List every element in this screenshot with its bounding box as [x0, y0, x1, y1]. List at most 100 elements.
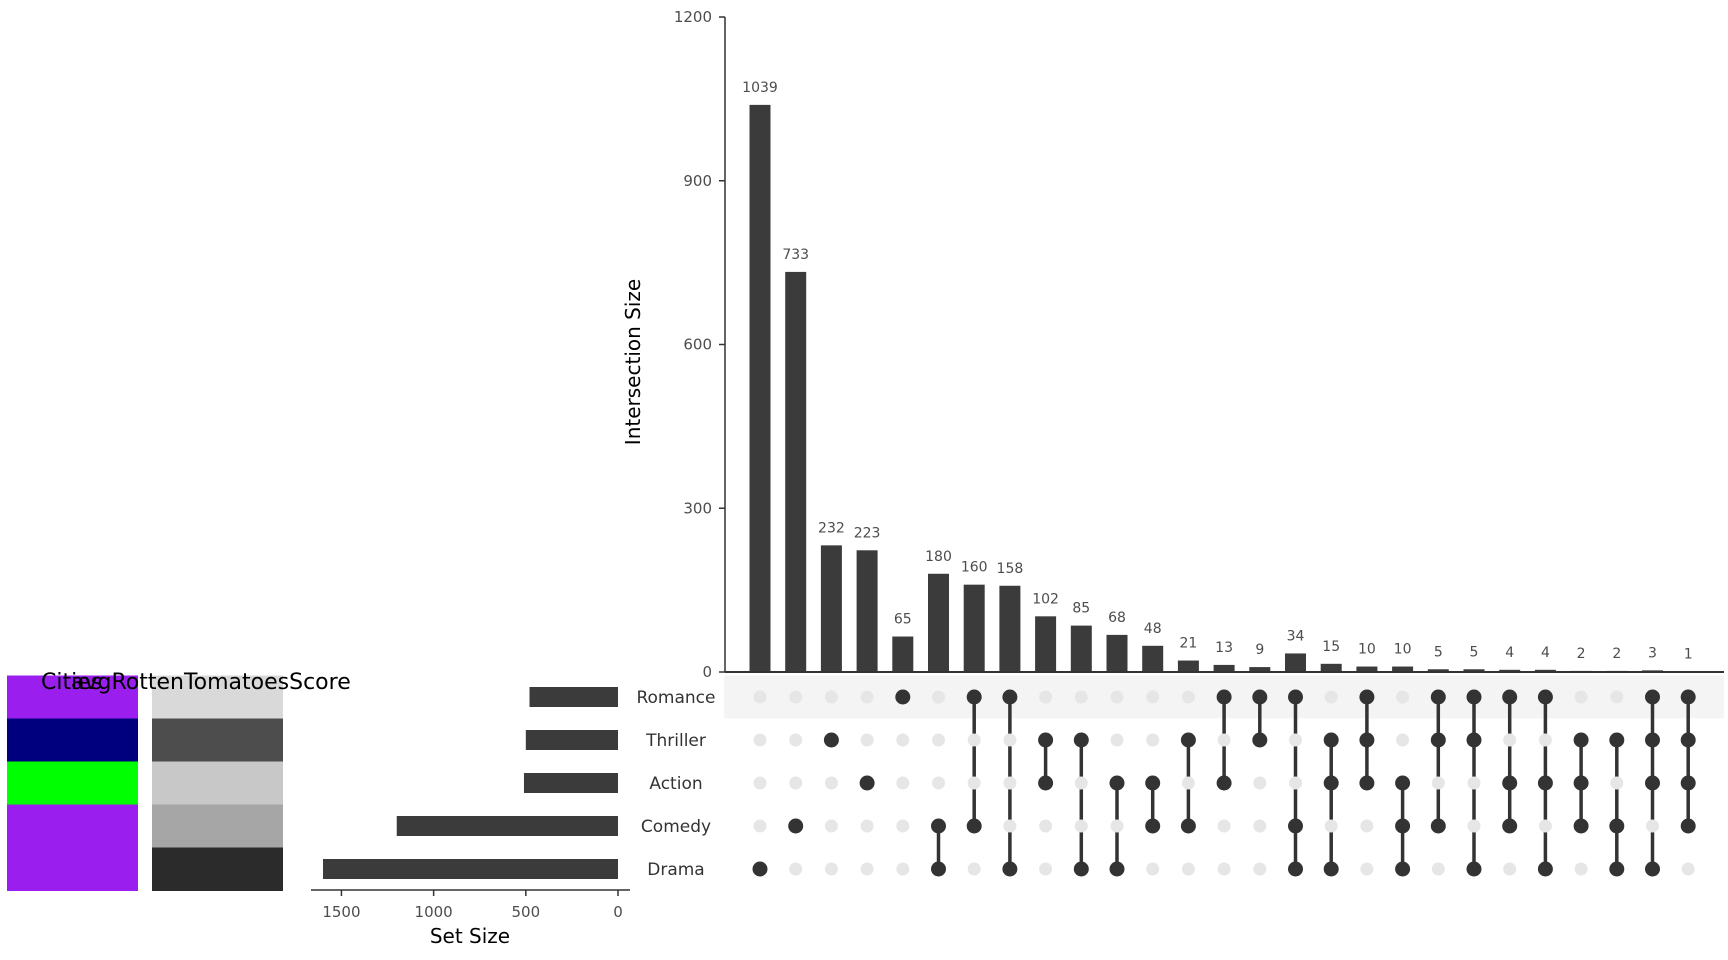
metadata-columns — [7, 675, 283, 891]
matrix-dot-2-action — [789, 776, 803, 790]
matrix-dot-5-thriller — [896, 733, 910, 747]
matrix-dot-2-comedy — [788, 818, 804, 834]
meta-cell-avgrottentomatoesscore-comedy — [152, 804, 283, 848]
intersection-bar-label-1: 1039 — [742, 80, 778, 96]
matrix-dot-21-drama — [1466, 861, 1482, 877]
intersection-bar-6 — [928, 573, 949, 672]
matrix-dot-3-comedy — [824, 819, 838, 833]
intersection-bar-label-21: 5 — [1470, 644, 1479, 660]
intersection-bar-15 — [1249, 667, 1271, 672]
intersection-bar-14 — [1213, 664, 1235, 672]
matrix-dot-4-drama — [860, 862, 874, 876]
matrix-dot-20-action — [1431, 776, 1445, 790]
matrix-dot-10-drama — [1073, 861, 1089, 877]
matrix-dot-11-thriller — [1110, 733, 1124, 747]
intersection-y-axis: 0 300 600 900 1200 — [674, 8, 1724, 681]
matrix-dot-26-action — [1645, 775, 1660, 791]
intersection-bar-4 — [856, 550, 878, 672]
matrix-dot-25-romance — [1610, 690, 1624, 704]
matrix-dot-8-comedy — [1003, 819, 1017, 833]
matrix-dot-2-drama — [789, 862, 803, 876]
intersection-bar-label-3: 232 — [818, 520, 845, 536]
y-tick-label-1200: 1200 — [674, 8, 712, 26]
intersection-bar-23 — [1534, 669, 1556, 672]
matrix-dot-1-comedy — [753, 819, 767, 833]
matrix-dot-25-drama — [1609, 861, 1625, 877]
matrix-dot-18-romance — [1359, 689, 1375, 705]
meta-cell-avgrottentomatoesscore-romance — [152, 675, 283, 719]
intersection-bar-label-14: 13 — [1215, 640, 1233, 656]
matrix-dot-14-drama — [1217, 862, 1231, 876]
matrix-dot-27-action — [1680, 775, 1696, 791]
matrix-dot-12-comedy — [1145, 818, 1161, 834]
matrix-dot-27-thriller — [1680, 732, 1696, 748]
matrix-dot-6-comedy — [931, 818, 946, 834]
matrix-dot-13-thriller — [1180, 732, 1196, 748]
matrix-dot-17-comedy — [1324, 819, 1338, 833]
intersection-bar-22 — [1499, 669, 1521, 672]
intersection-bar-label-23: 4 — [1541, 645, 1550, 661]
matrix-dot-12-thriller — [1146, 733, 1160, 747]
matrix-dot-4-action — [859, 775, 875, 791]
intersection-bar-label-18: 10 — [1358, 642, 1376, 658]
set-size-bar-drama — [323, 859, 618, 879]
matrix-dot-8-romance — [1002, 689, 1018, 705]
matrix-dot-27-romance — [1680, 689, 1696, 705]
matrix-dot-18-action — [1359, 775, 1375, 791]
matrix-dot-16-action — [1289, 776, 1302, 790]
set-size-tick-label-1000: 1000 — [415, 903, 453, 921]
matrix-dot-19-thriller — [1396, 733, 1410, 747]
intersection-bar-label-12: 48 — [1144, 621, 1162, 637]
matrix-dot-16-romance — [1288, 689, 1303, 705]
matrix-dot-16-drama — [1288, 861, 1303, 877]
matrix-dot-12-action — [1145, 775, 1161, 791]
set-size-axis-title: Set Size — [430, 924, 510, 948]
meta-title-cities: Cities — [41, 670, 102, 695]
matrix-dot-3-drama — [824, 862, 838, 876]
matrix-dot-13-comedy — [1180, 818, 1196, 834]
matrix-dot-18-thriller — [1359, 732, 1375, 748]
matrix-dot-7-comedy — [966, 818, 982, 834]
set-size-tick-label-500: 500 — [511, 903, 540, 921]
intersection-bar-2 — [785, 271, 807, 672]
set-size-tick-label-0: 0 — [613, 903, 623, 921]
matrix-dot-3-thriller — [823, 732, 839, 748]
intersection-bar-label-27: 1 — [1684, 646, 1693, 662]
intersection-bar-label-20: 5 — [1434, 644, 1443, 660]
matrix-dot-24-romance — [1574, 690, 1588, 704]
matrix-dot-22-romance — [1502, 689, 1518, 705]
matrix-dot-15-thriller — [1252, 732, 1268, 748]
matrix-dot-8-action — [1003, 776, 1017, 790]
matrix-dot-8-drama — [1002, 861, 1018, 877]
matrix-dot-1-drama — [752, 861, 768, 877]
matrix-dot-21-thriller — [1466, 732, 1482, 748]
matrix-dot-3-romance — [824, 690, 838, 704]
matrix-dot-18-comedy — [1360, 819, 1374, 833]
matrix-dot-19-comedy — [1395, 818, 1411, 834]
matrix-dot-12-romance — [1146, 690, 1160, 704]
matrix-dot-26-comedy — [1646, 819, 1659, 833]
set-labels: Romance Thriller Action Comedy Drama — [636, 688, 715, 880]
set-label-thriller: Thriller — [645, 731, 706, 751]
matrix-dot-15-romance — [1252, 689, 1268, 705]
matrix-dot-12-drama — [1146, 862, 1160, 876]
intersection-bar-label-17: 15 — [1322, 639, 1340, 655]
matrix-dot-23-action — [1537, 775, 1553, 791]
intersection-bar-label-26: 3 — [1648, 645, 1657, 661]
matrix-dot-9-thriller — [1038, 732, 1054, 748]
set-size-bar-action — [523, 773, 618, 793]
intersection-bar-3 — [820, 545, 842, 672]
matrix-dot-19-drama — [1395, 861, 1411, 877]
matrix-dot-4-romance — [860, 690, 874, 704]
matrix-dot-1-romance — [753, 690, 767, 704]
matrix-dot-21-comedy — [1467, 819, 1481, 833]
matrix-dot-11-action — [1109, 775, 1125, 791]
matrix-dot-10-thriller — [1073, 732, 1089, 748]
intersection-bar-11 — [1106, 634, 1128, 672]
intersection-bar-10 — [1070, 625, 1092, 672]
matrix-dot-17-drama — [1323, 861, 1339, 877]
intersection-bar-1 — [749, 104, 771, 673]
matrix-dot-10-romance — [1074, 690, 1088, 704]
intersection-bar-label-4: 223 — [854, 525, 881, 541]
